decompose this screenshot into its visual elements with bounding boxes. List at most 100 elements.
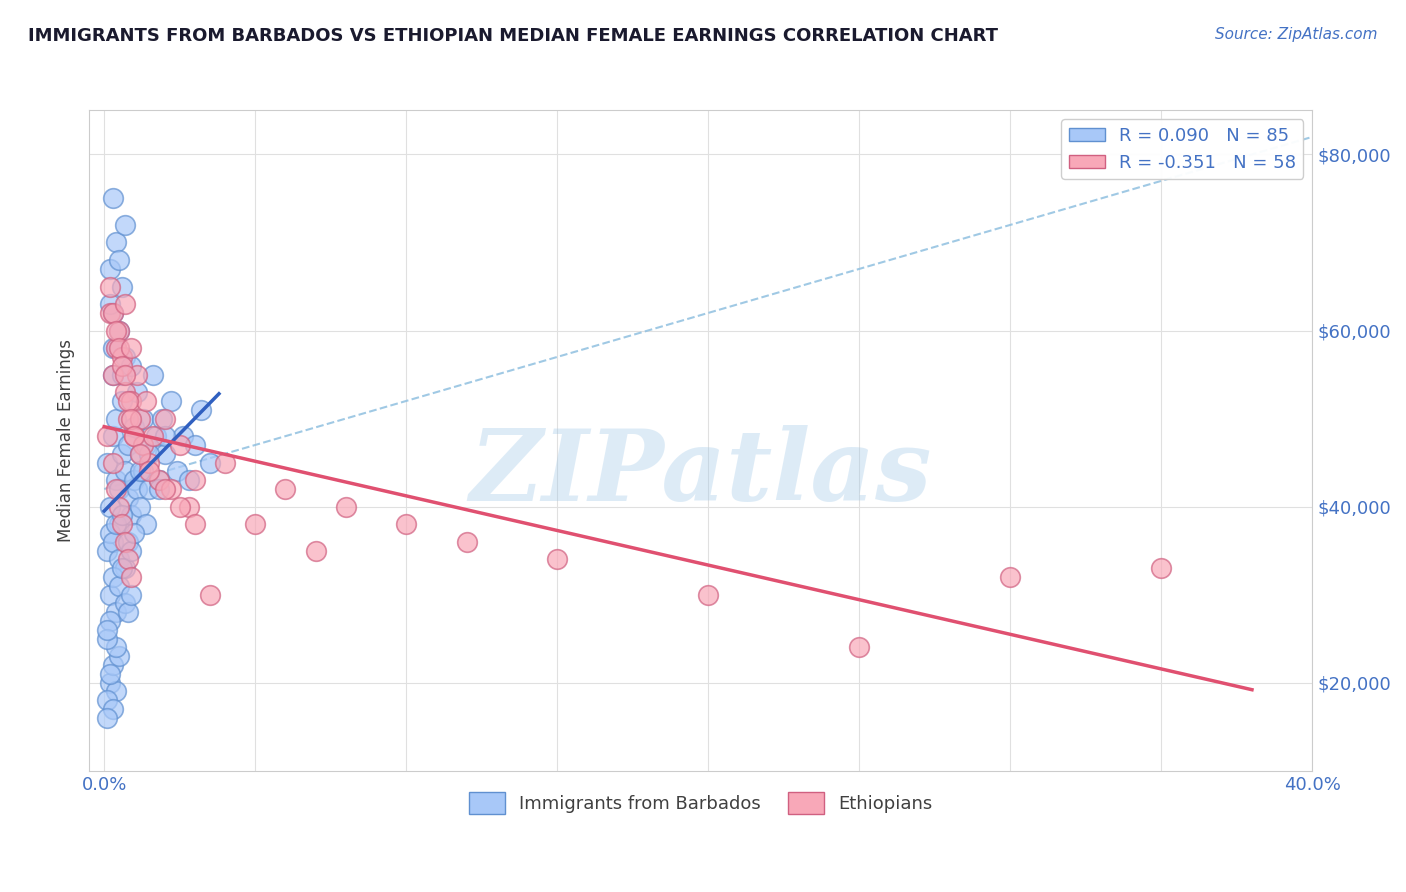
Point — [103, 456, 125, 470]
Point — [111, 350, 134, 364]
Point — [120, 570, 142, 584]
Point — [111, 561, 134, 575]
Point — [108, 579, 131, 593]
Point — [127, 482, 149, 496]
Point — [120, 588, 142, 602]
Point — [127, 368, 149, 382]
Point — [138, 464, 160, 478]
Point — [124, 473, 146, 487]
Point — [124, 526, 146, 541]
Point — [105, 605, 128, 619]
Point — [117, 605, 139, 619]
Point — [105, 684, 128, 698]
Point — [177, 500, 200, 514]
Point — [98, 261, 121, 276]
Point — [98, 588, 121, 602]
Point — [120, 508, 142, 523]
Point — [105, 341, 128, 355]
Point — [132, 411, 155, 425]
Point — [138, 447, 160, 461]
Point — [98, 526, 121, 541]
Point — [114, 596, 136, 610]
Point — [1150, 561, 1173, 575]
Point — [103, 341, 125, 355]
Point — [198, 588, 221, 602]
Point — [546, 552, 568, 566]
Point — [117, 438, 139, 452]
Point — [103, 306, 125, 320]
Point — [153, 447, 176, 461]
Point — [132, 464, 155, 478]
Point — [103, 368, 125, 382]
Point — [153, 411, 176, 425]
Point — [456, 534, 478, 549]
Point — [214, 456, 236, 470]
Point — [108, 482, 131, 496]
Point — [141, 368, 163, 382]
Point — [117, 491, 139, 505]
Point — [103, 429, 125, 443]
Point — [114, 464, 136, 478]
Point — [108, 341, 131, 355]
Point — [129, 500, 152, 514]
Point — [169, 438, 191, 452]
Point — [117, 411, 139, 425]
Text: IMMIGRANTS FROM BARBADOS VS ETHIOPIAN MEDIAN FEMALE EARNINGS CORRELATION CHART: IMMIGRANTS FROM BARBADOS VS ETHIOPIAN ME… — [28, 27, 998, 45]
Point — [114, 297, 136, 311]
Point — [111, 393, 134, 408]
Point — [304, 543, 326, 558]
Point — [184, 517, 207, 532]
Point — [135, 438, 157, 452]
Legend: Immigrants from Barbados, Ethiopians: Immigrants from Barbados, Ethiopians — [461, 785, 941, 822]
Point — [166, 464, 188, 478]
Point — [98, 279, 121, 293]
Point — [98, 306, 121, 320]
Point — [103, 702, 125, 716]
Point — [114, 385, 136, 400]
Point — [103, 658, 125, 673]
Point — [96, 543, 118, 558]
Point — [108, 253, 131, 268]
Y-axis label: Median Female Earnings: Median Female Earnings — [58, 339, 75, 542]
Point — [177, 473, 200, 487]
Point — [96, 623, 118, 637]
Point — [105, 517, 128, 532]
Point — [96, 456, 118, 470]
Point — [114, 561, 136, 575]
Point — [114, 368, 136, 382]
Point — [190, 402, 212, 417]
Point — [697, 588, 720, 602]
Point — [98, 675, 121, 690]
Point — [98, 297, 121, 311]
Point — [1000, 570, 1022, 584]
Point — [124, 420, 146, 434]
Point — [111, 359, 134, 373]
Point — [335, 500, 357, 514]
Point — [111, 447, 134, 461]
Point — [245, 517, 267, 532]
Point — [129, 411, 152, 425]
Point — [105, 341, 128, 355]
Point — [184, 473, 207, 487]
Point — [129, 447, 152, 461]
Point — [117, 534, 139, 549]
Point — [108, 500, 131, 514]
Point — [127, 385, 149, 400]
Point — [103, 534, 125, 549]
Point — [172, 429, 194, 443]
Point — [138, 482, 160, 496]
Point — [108, 649, 131, 664]
Point — [184, 438, 207, 452]
Point — [111, 508, 134, 523]
Point — [103, 368, 125, 382]
Point — [120, 393, 142, 408]
Point — [114, 218, 136, 232]
Point — [395, 517, 418, 532]
Point — [159, 393, 181, 408]
Text: ZIPatlas: ZIPatlas — [470, 425, 932, 522]
Point — [108, 552, 131, 566]
Point — [141, 429, 163, 443]
Point — [96, 429, 118, 443]
Point — [103, 192, 125, 206]
Point — [135, 393, 157, 408]
